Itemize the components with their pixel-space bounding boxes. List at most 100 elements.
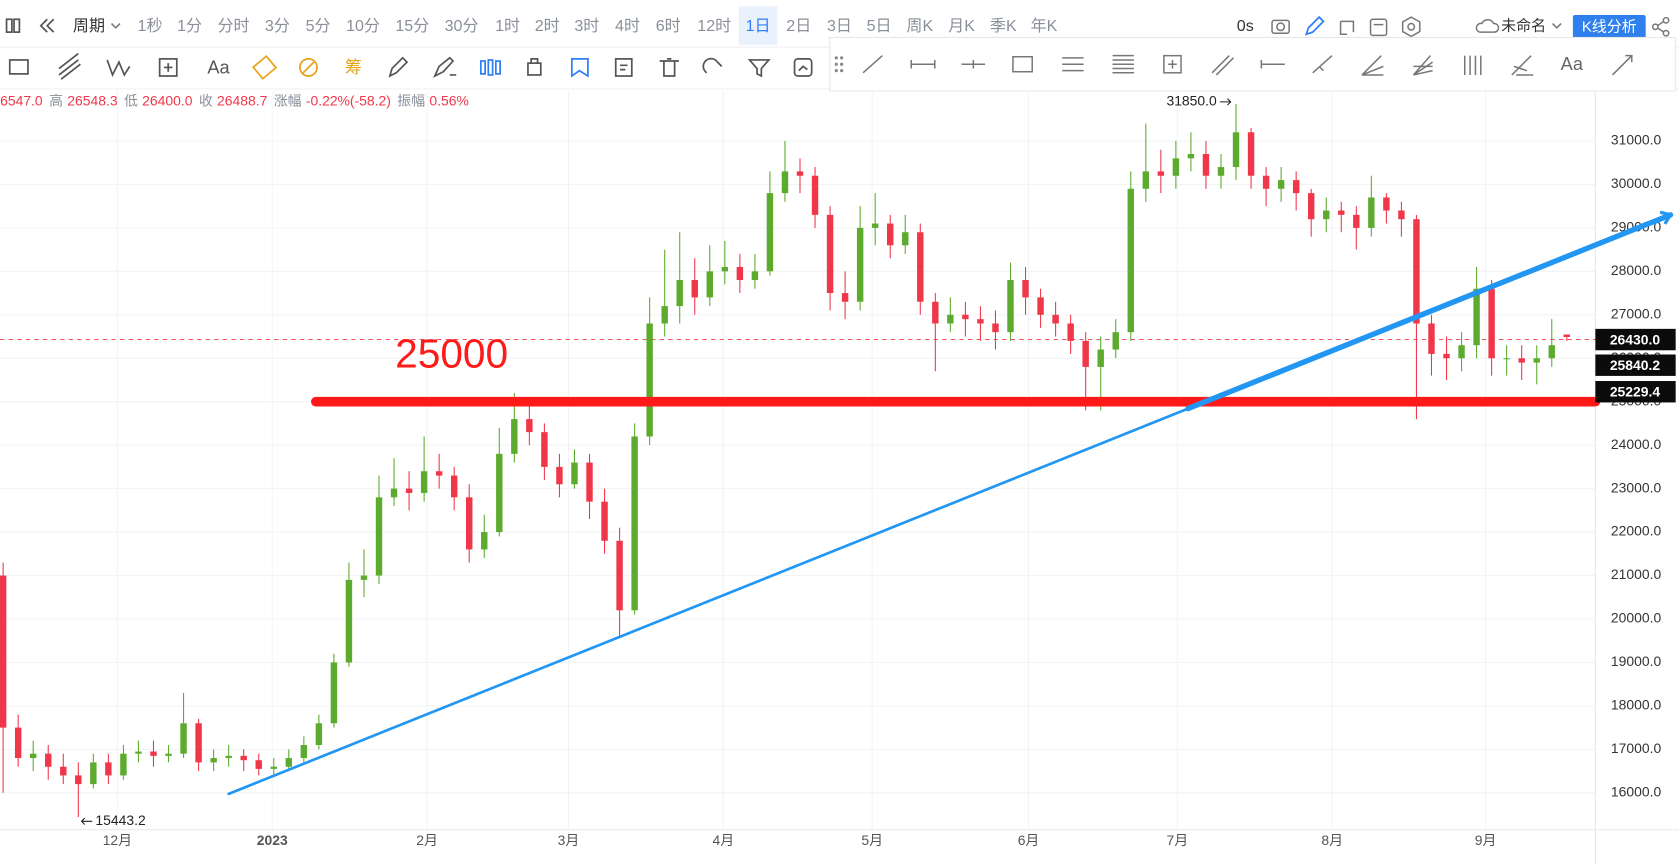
interval-option[interactable]: 30分 (445, 17, 479, 35)
info-value: -0.22%(-58.2) (306, 92, 391, 108)
window-icon[interactable] (1339, 20, 1355, 36)
candle-body (1353, 214, 1360, 228)
pen-icon[interactable] (1304, 15, 1325, 36)
interval-option[interactable]: 10分 (346, 17, 380, 35)
y-tick-label: 19000.0 (1611, 653, 1662, 669)
settings-icon[interactable] (1401, 16, 1421, 38)
candle-body (330, 662, 338, 724)
text-tool[interactable]: Aa (207, 57, 230, 77)
interval-option[interactable]: 月K (948, 17, 975, 35)
interval-option[interactable]: 3日 (827, 17, 852, 35)
candle-body (240, 755, 247, 761)
candle-body (917, 232, 924, 302)
interval-option[interactable]: 2时 (535, 17, 560, 35)
interval-option[interactable]: 2日 (786, 17, 811, 35)
interval-option[interactable]: 1日 (746, 17, 771, 35)
candle-body (1548, 345, 1555, 359)
panel-tools[interactable] (862, 54, 1633, 76)
interval-option[interactable]: 4时 (615, 17, 640, 35)
info-value: 26400.0 (142, 92, 193, 108)
candle-body (60, 766, 67, 776)
candle-body (225, 755, 232, 759)
y-tick-label: 27000.0 (1611, 305, 1662, 321)
info-label: 振幅 (397, 92, 425, 108)
delete-tool[interactable] (659, 58, 679, 77)
edit-tool[interactable] (614, 58, 633, 77)
candle-body (1503, 358, 1510, 360)
cloud-icon[interactable] (1475, 18, 1500, 33)
price-tag-label: 25229.4 (1610, 383, 1661, 399)
channel-tool[interactable] (58, 52, 81, 80)
interval-option[interactable]: 12时 (697, 17, 731, 35)
candle-tool[interactable] (479, 59, 501, 76)
ruler-tool[interactable] (251, 54, 278, 80)
period-dropdown[interactable]: 周期 (73, 17, 105, 35)
brush-tool[interactable] (433, 56, 457, 78)
candle-body (135, 751, 142, 754)
layout-icon[interactable] (5, 18, 21, 33)
analysis-button-bg[interactable] (1572, 14, 1646, 39)
candle-body (586, 462, 593, 502)
measure-tool[interactable] (158, 58, 178, 77)
pencil-tool[interactable] (388, 56, 409, 78)
candle-body (210, 758, 217, 763)
interval-option[interactable]: 5日 (867, 17, 892, 35)
candle-body (676, 280, 683, 307)
camera-icon[interactable] (1271, 19, 1290, 34)
link-tool[interactable] (702, 57, 723, 74)
rect-tool[interactable] (8, 59, 29, 75)
info-label: 低 (124, 92, 138, 108)
interval-option[interactable]: 6时 (656, 17, 681, 35)
interval-option[interactable]: 季K (990, 17, 1017, 35)
plot-area: 16000.0 17000.0 18000.0 19000.0 20000.0 21000… (0, 91, 1679, 864)
y-tick-label: 21000.0 (1611, 566, 1662, 582)
rewind-icon[interactable] (39, 18, 55, 33)
candle-body (871, 223, 879, 228)
interval-option[interactable]: 1秒 (138, 17, 163, 35)
info-label: 涨幅 (274, 92, 302, 108)
candle-body (977, 319, 984, 324)
drag-handle[interactable] (834, 56, 844, 73)
interval-option[interactable]: 1时 (495, 17, 520, 35)
interval-option[interactable]: 5分 (306, 17, 331, 35)
sync-tool[interactable] (793, 58, 813, 77)
x-tick-label: 7月 (1167, 832, 1189, 848)
candle-body (616, 540, 623, 611)
chip-tool[interactable]: 筹 (345, 57, 362, 77)
interval-option[interactable]: 周K (906, 17, 933, 35)
interval-option[interactable]: 3分 (265, 17, 290, 35)
candle-body (751, 271, 759, 281)
info-value: 26548.3 (67, 92, 118, 108)
candle-body (706, 271, 714, 298)
magnet-tool[interactable] (570, 58, 589, 78)
candle-body (766, 193, 774, 272)
wave-tool[interactable] (106, 59, 131, 78)
candle-body (1398, 210, 1405, 220)
candle-body (405, 488, 413, 493)
analysis-button[interactable]: K线分析 (1582, 18, 1637, 35)
calc-icon[interactable] (1369, 18, 1388, 37)
interval-option[interactable]: 年K (1031, 17, 1058, 35)
share-icon[interactable] (1651, 16, 1670, 37)
interval-option[interactable]: 3时 (574, 17, 599, 35)
candle-body (270, 766, 277, 769)
candle-body (1488, 288, 1495, 359)
eraser-tool[interactable] (299, 58, 318, 77)
x-tick-label: 3月 (558, 832, 580, 848)
candle-body (796, 171, 804, 176)
doc-name[interactable]: 未命名 (1501, 17, 1546, 35)
candle-body (1112, 332, 1119, 350)
candles (0, 104, 1571, 817)
candle-body (481, 532, 488, 550)
candle-body (992, 323, 999, 333)
x-tick-label: 12月 (103, 832, 132, 848)
trendline (1185, 212, 1674, 412)
lock-tool[interactable] (527, 58, 542, 76)
info-label: 收 (199, 92, 213, 108)
interval-option[interactable]: 15分 (395, 17, 429, 35)
panel-text-tool[interactable]: Aa (1561, 54, 1584, 74)
interval-option[interactable]: 1分 (177, 17, 202, 35)
filter-tool[interactable] (747, 59, 771, 78)
interval-option[interactable]: 分时 (217, 17, 249, 35)
